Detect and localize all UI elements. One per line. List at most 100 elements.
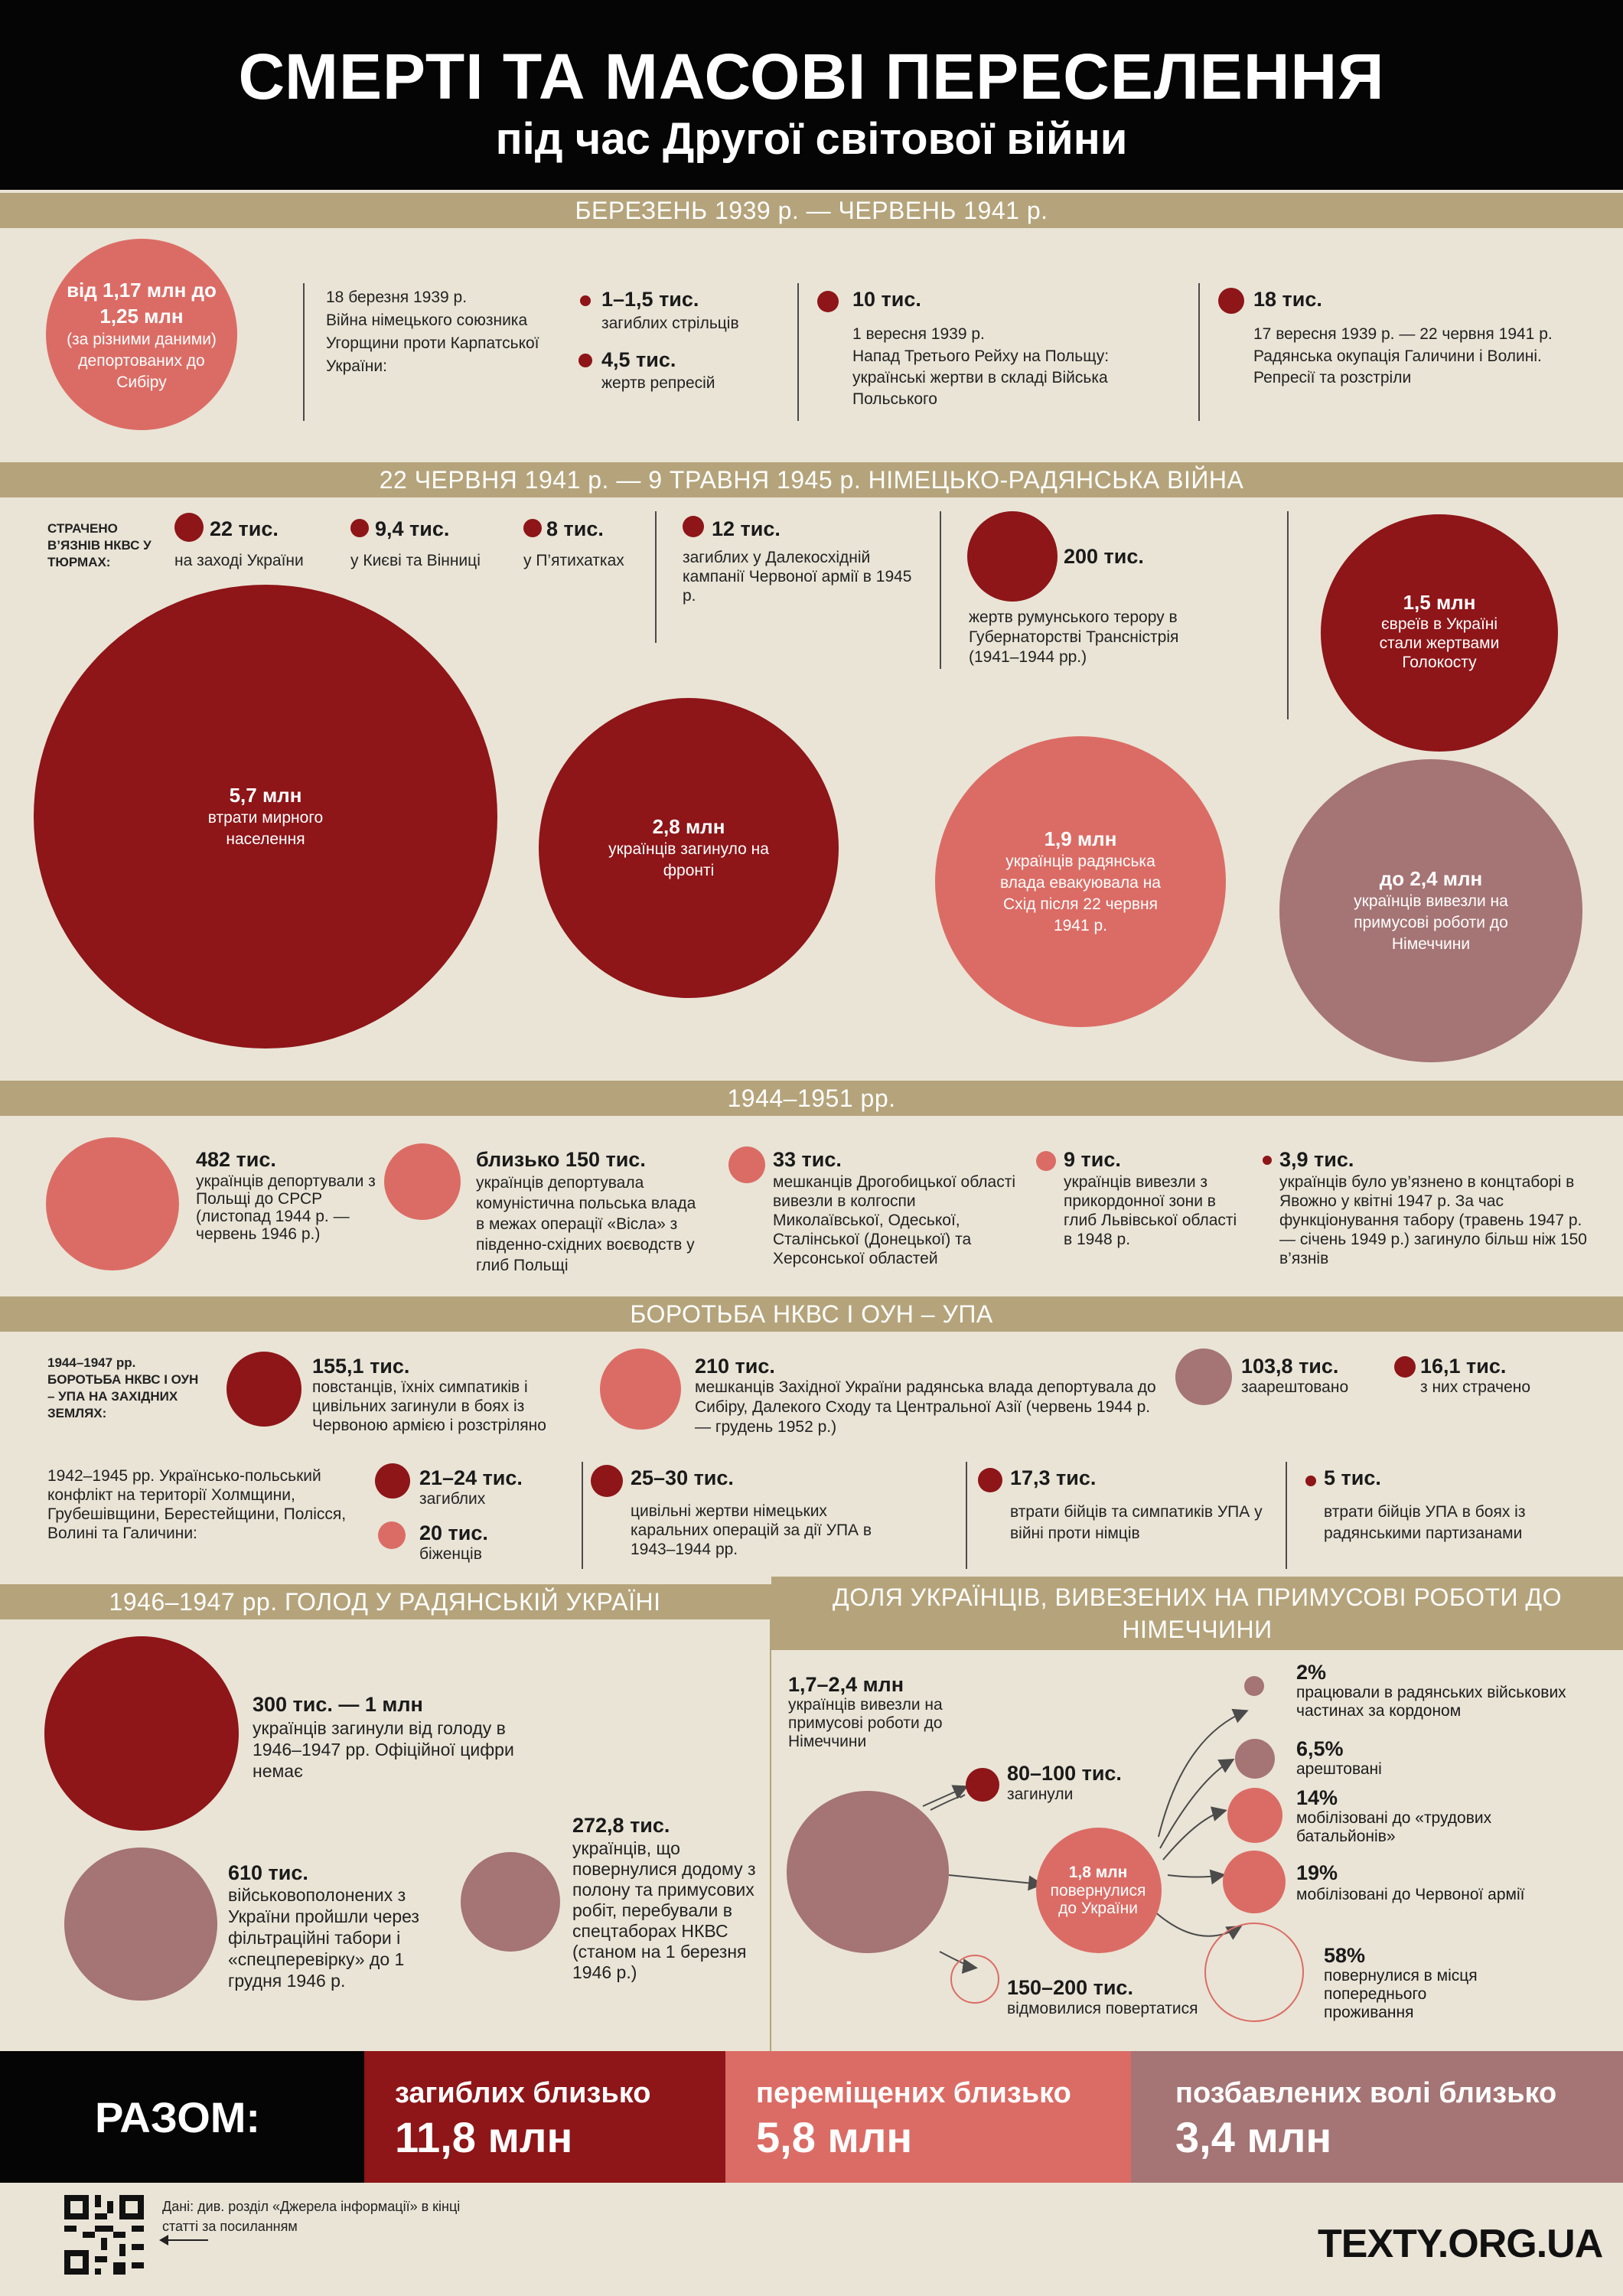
executed-num: 16,1 тис. [1420,1355,1507,1378]
totals-prison-num: 3,4 млн [1175,2113,1332,2161]
totals-title-cell: РАЗОМ: [0,2051,364,2183]
border-zone-num: 9 тис. [1064,1148,1121,1171]
pow-label: військовополонених з України пройшли чер… [228,1885,419,1991]
section-band-1939: БЕРЕЗЕНЬ 1939 р. — ЧЕРВЕНЬ 1941 р. [0,193,1623,228]
section-band-fate: ДОЛЯ УКРАЇНЦІВ, ВИВЕЗЕНИХ НА ПРИМУСОВІ Р… [771,1577,1623,1650]
romanian-num: 200 тис. [1064,545,1144,568]
conflict-dead-num: 21–24 тис. [419,1466,523,1489]
german-ops-num: 25–30 тис. [631,1466,734,1489]
share-19-circle [1223,1851,1286,1913]
conflict-dead-label: загиблих [419,1490,486,1508]
pyat-label: у П’ятихатках [523,552,624,569]
share-6-label: арештовані [1296,1760,1382,1778]
occupation-date: 17 вересня 1939 р. — 22 червня 1941 р. [1253,325,1553,343]
left-arrow-icon [162,2239,208,2241]
section-band-1944: 1944–1951 рр. [0,1081,1623,1116]
deported-siberia-text: від 1,17 млн до 1,25 млн (за різними дан… [67,278,217,391]
visla-circle [384,1143,461,1220]
totals-bar: РАЗОМ: загиблих близько 11,8 млн переміщ… [0,2051,1623,2183]
refugees-label: біженців [419,1545,482,1563]
conflict-dead-dot [375,1463,410,1499]
german-ops-dot [591,1465,623,1497]
executed-dot [1394,1356,1416,1378]
jaworzno-label: українців було ув’язнено в концтаборі в … [1279,1173,1587,1267]
totals-moved-num: 5,8 млн [756,2113,913,2161]
share-14-pct: 14% [1296,1786,1338,1809]
totals-title: РАЗОМ: [95,2093,261,2141]
source-note: Дані: див. розділ «Джерела інформації» в… [162,2199,461,2234]
nkvd-title: СТРАЧЕНО В’ЯЗНІВ НКВС У ТЮРМАХ: [47,521,152,569]
brand-logo[interactable]: TEXTY.ORG.UA [1318,2222,1603,2266]
occupation-dot [1218,288,1244,314]
refugees-num: 20 тис. [419,1521,488,1544]
totals-dead-cell: загиблих близько 11,8 млн [364,2051,725,2183]
occupation-text: Радянська окупація Галичини і Волині. Ре… [1253,347,1542,386]
refugees-dot [378,1521,406,1549]
share-2-label: працювали в радянських військових частин… [1296,1684,1566,1720]
kyiv-num: 9,4 тис. [375,517,450,540]
drohobych-circle [728,1146,765,1183]
repr-label: жертв репресій [601,374,715,392]
romanian-label: жертв румунського терору в Губернаторств… [969,608,1179,666]
fate-refused-circle [950,1955,999,2004]
upa-partisans-dot [1305,1476,1316,1486]
front-circle [539,698,839,998]
famine-circle [44,1636,239,1831]
west-deported-label: мешканців Західної України радянська вла… [695,1378,1156,1436]
share-19-label: мобілізовані до Червоної армії [1296,1886,1525,1903]
divider [770,1584,771,2051]
pow-num: 610 тис. [228,1861,308,1884]
famine-num: 300 тис. — 1 млн [253,1693,423,1716]
returned-circle [461,1852,560,1952]
carpatho-date: 18 березня 1939 р. [326,289,468,306]
divider [1198,283,1200,421]
share-6-circle [1235,1739,1275,1779]
border-zone-label: українців вивезли з прикордонної зони в … [1064,1173,1237,1248]
visla-label: українців депортувала комуністична польс… [476,1174,696,1274]
upa-german-label: втрати бійців та симпатиків УПА у війні … [1010,1503,1263,1542]
fareast-label: загиблих у Далекосхідній кампанії Червон… [683,549,912,605]
pyat-dot [523,519,542,537]
west-label: на заході України [174,552,304,569]
divider [966,1462,967,1569]
left-arrow-head-icon [159,2235,168,2245]
executed-label: з них страчено [1420,1378,1531,1396]
fareast-dot [683,516,704,537]
pow-circle [64,1848,217,2001]
upa-partisans-num: 5 тис. [1324,1466,1381,1489]
upa-partisans-label: втрати бійців УПА в боях із радянськими … [1324,1503,1526,1542]
west-deported-num: 210 тис. [695,1355,775,1378]
kyiv-dot [350,519,369,537]
section-band-upa: БОРОТЬБА НКВС І ОУН – УПА [0,1296,1623,1332]
west-num: 22 тис. [210,517,279,540]
border-zone-circle [1036,1151,1056,1171]
jaworzno-dot [1263,1156,1272,1165]
share-58-label: повернулися в місця попереднього прожива… [1324,1967,1478,2021]
divider [940,511,941,669]
divider [1286,1462,1287,1569]
qr-code-icon[interactable] [64,2195,144,2275]
evacuated-circle [935,736,1226,1027]
share-14-circle [1227,1788,1282,1843]
front-text: 2,8 млн українців загинуло на фронті [608,814,769,879]
civil-losses-circle [34,585,497,1049]
share-2-pct: 2% [1296,1661,1327,1684]
totals-dead-num: 11,8 млн [395,2113,573,2161]
fate-died-num: 80–100 тис. [1007,1762,1122,1785]
visla-num: близько 150 тис. [476,1148,646,1171]
german-ops-label: цивільні жертви німецьких каральних опер… [631,1502,872,1558]
poland-ussr-label: українців депортували з Польщі до СРСР (… [196,1172,376,1243]
totals-prison-cell: позбавлених волі близько 3,4 млн [1131,2051,1623,2183]
header: СМЕРТІ ТА МАСОВІ ПЕРЕСЕЛЕННЯ під час Дру… [0,0,1623,190]
west-dot [174,513,204,542]
upa-title: 1944–1947 рр. БОРОТЬБА НКВС І ОУН – УПА … [47,1355,199,1420]
totals-moved-cell: переміщених близько 5,8 млн [725,2051,1131,2183]
divider [582,1462,583,1569]
divider [797,283,799,421]
fate-back-circle [1036,1828,1162,1953]
drohobych-num: 33 тис. [773,1148,842,1171]
fate-back-text: 1,8 млн повернулися до України [1050,1864,1146,1917]
occupation-num: 18 тис. [1253,288,1322,311]
carpatho-text: Війна німецького союзника Угорщини проти… [326,311,539,375]
rebels-circle [227,1352,301,1427]
